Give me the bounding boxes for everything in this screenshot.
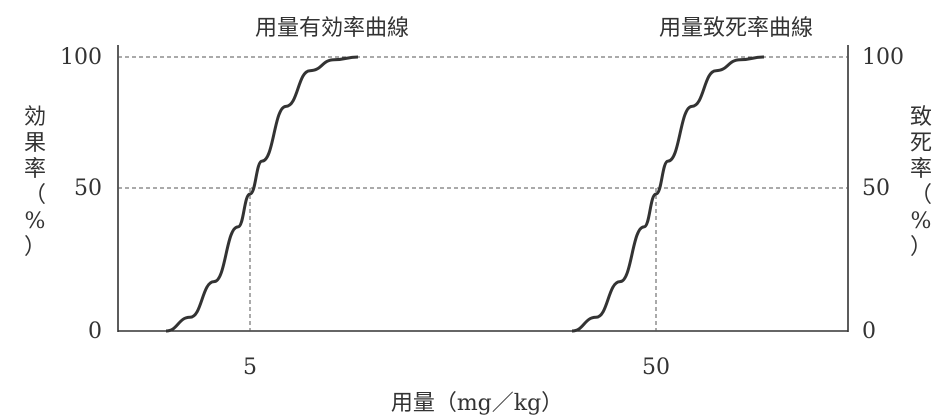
left-tick-100: 100	[60, 45, 102, 70]
effective-curve-label: 用量有効率曲線	[255, 16, 409, 41]
effective-rate-curve	[165, 55, 359, 333]
left-tick-0: 0	[88, 319, 102, 344]
right-axis-label: 致死率（%）	[910, 105, 932, 260]
lethal-curve-label: 用量致死率曲線	[659, 16, 813, 41]
x-tick-50: 50	[642, 355, 670, 380]
x-tick-5: 5	[243, 355, 257, 380]
right-tick-0: 0	[862, 319, 876, 344]
left-tick-50: 50	[74, 176, 102, 201]
x-axis-label: 用量（mg／kg）	[391, 391, 563, 416]
lethal-rate-curve	[571, 55, 765, 333]
right-tick-50: 50	[862, 176, 890, 201]
left-axis-label: 効果率（%）	[24, 105, 46, 260]
right-tick-100: 100	[862, 45, 904, 70]
